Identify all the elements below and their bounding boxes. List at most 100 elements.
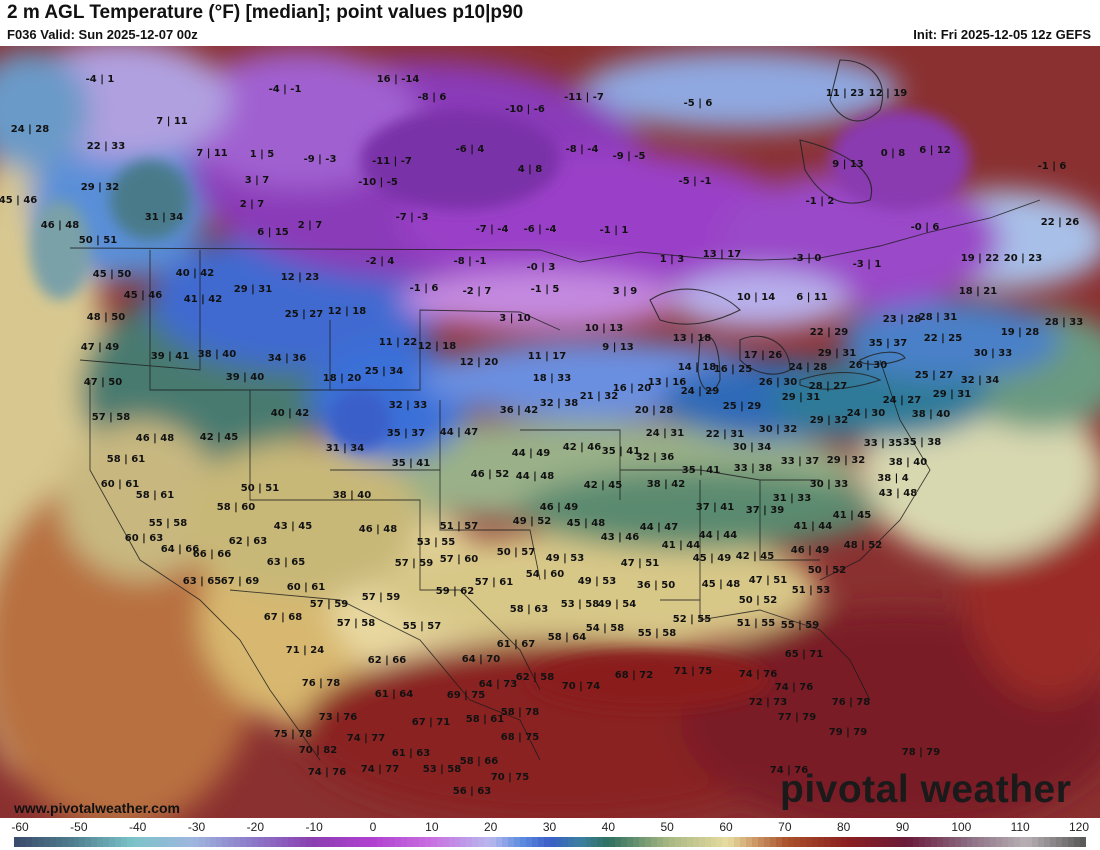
point-value-label: 46 | 48 — [136, 433, 174, 444]
point-value-label: 51 | 55 — [737, 618, 775, 629]
map-canvas: -4 | 1 -4 | -1 16 | -14 -8 | 6 -11 | -7 -5 | … — [0, 46, 1100, 818]
point-value-label: 48 | 50 — [87, 312, 125, 323]
point-value-label: 24 | 30 — [847, 408, 885, 419]
point-value-label: 53 | 55 — [417, 537, 455, 548]
point-value-label: 76 | 78 — [832, 697, 870, 708]
point-value-label: -6 | -4 — [524, 224, 557, 235]
colorbar-cell — [329, 837, 336, 847]
point-value-label: 6 | 11 — [796, 292, 828, 303]
point-value-label: 10 | 14 — [737, 292, 775, 303]
colorbar-cell — [817, 837, 824, 847]
point-value-label: 12 | 20 — [460, 357, 498, 368]
point-value-label: 2 | 7 — [240, 199, 265, 210]
point-value-label: 3 | 9 — [613, 286, 638, 297]
colorbar-cell — [585, 837, 592, 847]
point-value-label: 12 | 23 — [281, 272, 319, 283]
colorbar-cell — [633, 837, 640, 847]
temperature-field — [0, 46, 1100, 818]
colorbar-cell — [73, 837, 80, 847]
colorbar-cell — [258, 837, 265, 847]
colorbar-cell — [740, 837, 747, 847]
point-value-label: 21 | 32 — [580, 391, 618, 402]
point-value-label: -11 | -7 — [564, 92, 604, 103]
point-value-label: 30 | 33 — [974, 348, 1012, 359]
point-value-label: 13 | 18 — [673, 333, 711, 344]
colorbar-cell — [383, 837, 390, 847]
point-value-label: 74 | 76 — [770, 765, 808, 776]
colorbar-cell — [1049, 837, 1056, 847]
point-value-label: 4 | 8 — [518, 164, 543, 175]
point-value-label: 2 | 7 — [298, 220, 323, 231]
point-value-label: 57 | 58 — [92, 412, 130, 423]
colorbar-cell — [1008, 837, 1015, 847]
colorbar-cell — [133, 837, 140, 847]
colorbar-tick-label: 0 — [369, 820, 377, 834]
colorbar-cell — [716, 837, 723, 847]
point-value-label: 61 | 64 — [375, 689, 413, 700]
point-value-label: 58 | 66 — [460, 756, 498, 767]
colorbar-cell — [1026, 837, 1032, 847]
colorbar-cell — [103, 837, 110, 847]
colorbar-cell — [139, 837, 145, 847]
point-value-label: -4 | -1 — [269, 84, 302, 95]
point-value-label: -8 | -1 — [454, 256, 487, 267]
colorbar-cell — [49, 837, 56, 847]
point-value-label: 35 | 37 — [387, 428, 425, 439]
colorbar-cell — [466, 837, 473, 847]
point-value-label: 45 | 49 — [693, 553, 731, 564]
point-value-label: -3 | 0 — [793, 253, 822, 264]
point-value-label: 47 | 50 — [84, 377, 122, 388]
point-value-label: 22 | 25 — [924, 333, 962, 344]
colorbar-cell — [525, 837, 532, 847]
point-value-label: 74 | 76 — [775, 682, 813, 693]
colorbar-cell — [228, 837, 235, 847]
point-value-label: 55 | 58 — [149, 518, 187, 529]
point-value-label: -4 | 1 — [86, 74, 115, 85]
colorbar-tick-label: 40 — [601, 820, 616, 834]
point-value-label: 54 | 58 — [586, 623, 624, 634]
point-value-label: 25 | 34 — [365, 366, 403, 377]
point-value-label: 32 | 34 — [961, 375, 999, 386]
colorbar-cell — [496, 837, 503, 847]
colorbar-cell — [621, 837, 628, 847]
colorbar-cell — [275, 837, 282, 847]
colorbar-cell — [502, 837, 509, 847]
point-value-label: 60 | 61 — [101, 479, 139, 490]
colorbar-cell — [668, 837, 675, 847]
point-value-label: 16 | -14 — [377, 74, 420, 85]
colorbar-cell — [37, 837, 44, 847]
colorbar-cell — [579, 837, 586, 847]
point-value-label: 62 | 63 — [229, 536, 267, 547]
point-value-label: -1 | 2 — [806, 196, 835, 207]
point-value-label: 41 | 45 — [833, 510, 871, 521]
colorbar-cell — [156, 837, 163, 847]
colorbar-cell — [424, 837, 431, 847]
website-label[interactable]: www.pivotalweather.com — [14, 800, 180, 816]
colorbar-tick-label: 50 — [660, 820, 674, 834]
point-value-label: 63 | 65 — [267, 557, 305, 568]
colorbar-labels: -60 -50 -40 -30 -20 -10 0 10 20 30 40 50 60 70 80 90 100… — [0, 818, 1100, 834]
temperature-map[interactable]: -4 | 1 -4 | -1 16 | -14 -8 | 6 -11 | -7 -5 | … — [0, 46, 1100, 818]
point-value-label: -9 | -3 — [304, 154, 337, 165]
point-value-label: 50 | 52 — [808, 565, 846, 576]
point-value-label: 44 | 44 — [699, 530, 737, 541]
point-value-label: 29 | 32 — [81, 182, 119, 193]
colorbar-cell — [811, 837, 818, 847]
point-value-label: 62 | 58 — [516, 672, 554, 683]
point-value-label: 64 | 66 — [161, 544, 199, 555]
point-value-label: 56 | 63 — [453, 786, 491, 797]
colorbar-cell — [650, 837, 657, 847]
colorbar-strip — [14, 837, 1086, 847]
colorbar-cell — [1043, 837, 1050, 847]
point-value-label: 13 | 17 — [703, 249, 741, 260]
colorbar-cell — [61, 837, 68, 847]
point-value-label: 16 | 25 — [714, 364, 752, 375]
colorbar-cell — [377, 837, 384, 847]
point-value-label: 11 | 22 — [379, 337, 417, 348]
colorbar-tick-label: -20 — [246, 820, 264, 834]
colorbar-cell — [787, 837, 794, 847]
point-value-label: 58 | 63 — [510, 604, 548, 615]
point-value-label: 54 | 60 — [526, 569, 564, 580]
colorbar-cell — [14, 837, 20, 847]
point-value-label: 12 | 18 — [418, 341, 456, 352]
